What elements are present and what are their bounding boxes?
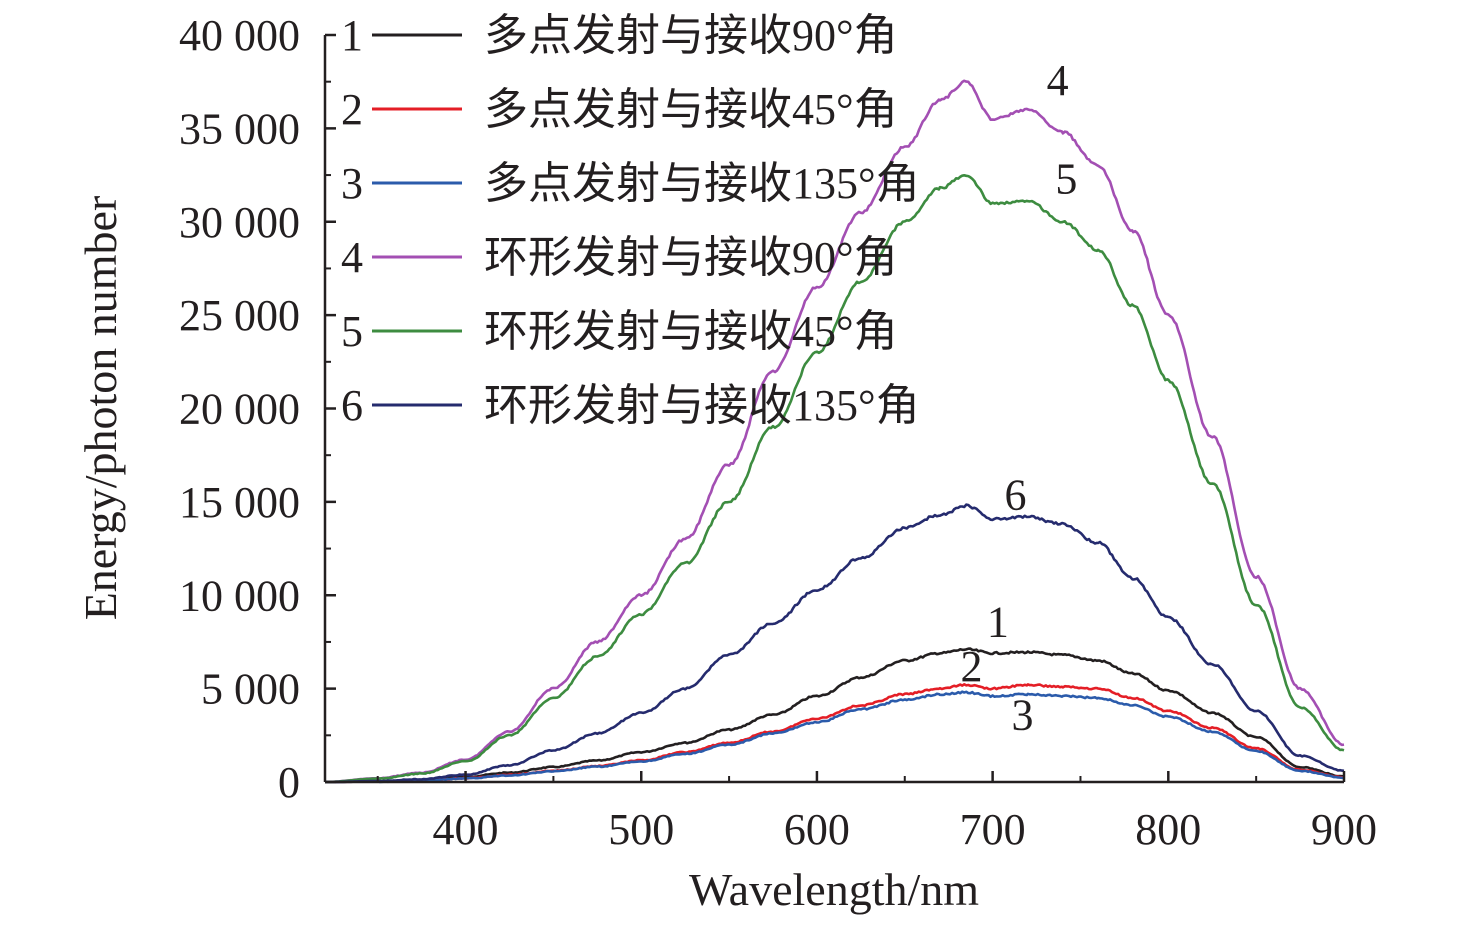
y-tick-label: 15 000 <box>179 478 300 527</box>
x-tick-label: 900 <box>1311 805 1377 854</box>
curve-label-1: 1 <box>987 597 1009 646</box>
series-line-5 <box>325 174 1345 784</box>
x-tick-label: 600 <box>784 805 850 854</box>
series-line-3 <box>325 690 1345 784</box>
x-tick-label: 500 <box>608 805 674 854</box>
legend-label: 环形发射与接收90°角 <box>484 233 898 282</box>
y-tick-label: 5 000 <box>201 665 300 714</box>
legend-label: 多点发射与接收90°角 <box>484 11 898 60</box>
x-ticks: 400 500 600 700 800 900 <box>376 771 1377 854</box>
y-tick-label: 10 000 <box>179 571 300 620</box>
x-tick-label: 800 <box>1135 805 1201 854</box>
legend-number: 4 <box>341 233 363 282</box>
x-axis-title: Wavelength/nm <box>689 864 979 915</box>
y-ticks: 0 5 000 10 000 15 000 20 000 25 000 30 000 35 0… <box>179 11 336 807</box>
legend: 1 多点发射与接收90°角 2 多点发射与接收45°角 3 多点发射与接收135°角 4 环形… <box>341 11 920 430</box>
series-line-4 <box>325 79 1345 784</box>
legend-label: 多点发射与接收45°角 <box>484 85 898 134</box>
curve-label-2: 2 <box>961 642 983 691</box>
legend-label: 环形发射与接收135°角 <box>484 381 920 430</box>
curve-label-6: 6 <box>1004 470 1026 519</box>
y-axis-title: Energy/photon number <box>75 196 126 621</box>
legend-number: 3 <box>341 159 363 208</box>
series-line-1 <box>325 647 1345 784</box>
curve-label-3: 3 <box>1011 691 1033 740</box>
series-line-2 <box>325 683 1344 784</box>
curve-label-5: 5 <box>1055 155 1077 204</box>
legend-number: 2 <box>341 85 363 134</box>
y-tick-label: 40 000 <box>179 11 300 60</box>
x-tick-label: 400 <box>433 805 499 854</box>
x-tick-label: 700 <box>960 805 1026 854</box>
legend-number: 1 <box>341 11 363 60</box>
y-tick-label: 30 000 <box>179 198 300 247</box>
legend-number: 5 <box>341 307 363 356</box>
plot-area: 0 5 000 10 000 15 000 20 000 25 000 30 000 35 0… <box>179 11 1377 854</box>
y-tick-label: 0 <box>278 758 300 807</box>
legend-number: 6 <box>341 381 363 430</box>
series-line-6 <box>325 503 1345 784</box>
legend-label: 多点发射与接收135°角 <box>484 159 920 208</box>
legend-label: 环形发射与接收45°角 <box>484 307 898 356</box>
y-tick-label: 20 000 <box>179 385 300 434</box>
curve-label-4: 4 <box>1047 56 1069 105</box>
y-tick-label: 25 000 <box>179 291 300 340</box>
y-tick-label: 35 000 <box>179 104 300 153</box>
curve-labels: 4 5 6 123 <box>961 56 1078 740</box>
series-layer <box>325 79 1345 784</box>
